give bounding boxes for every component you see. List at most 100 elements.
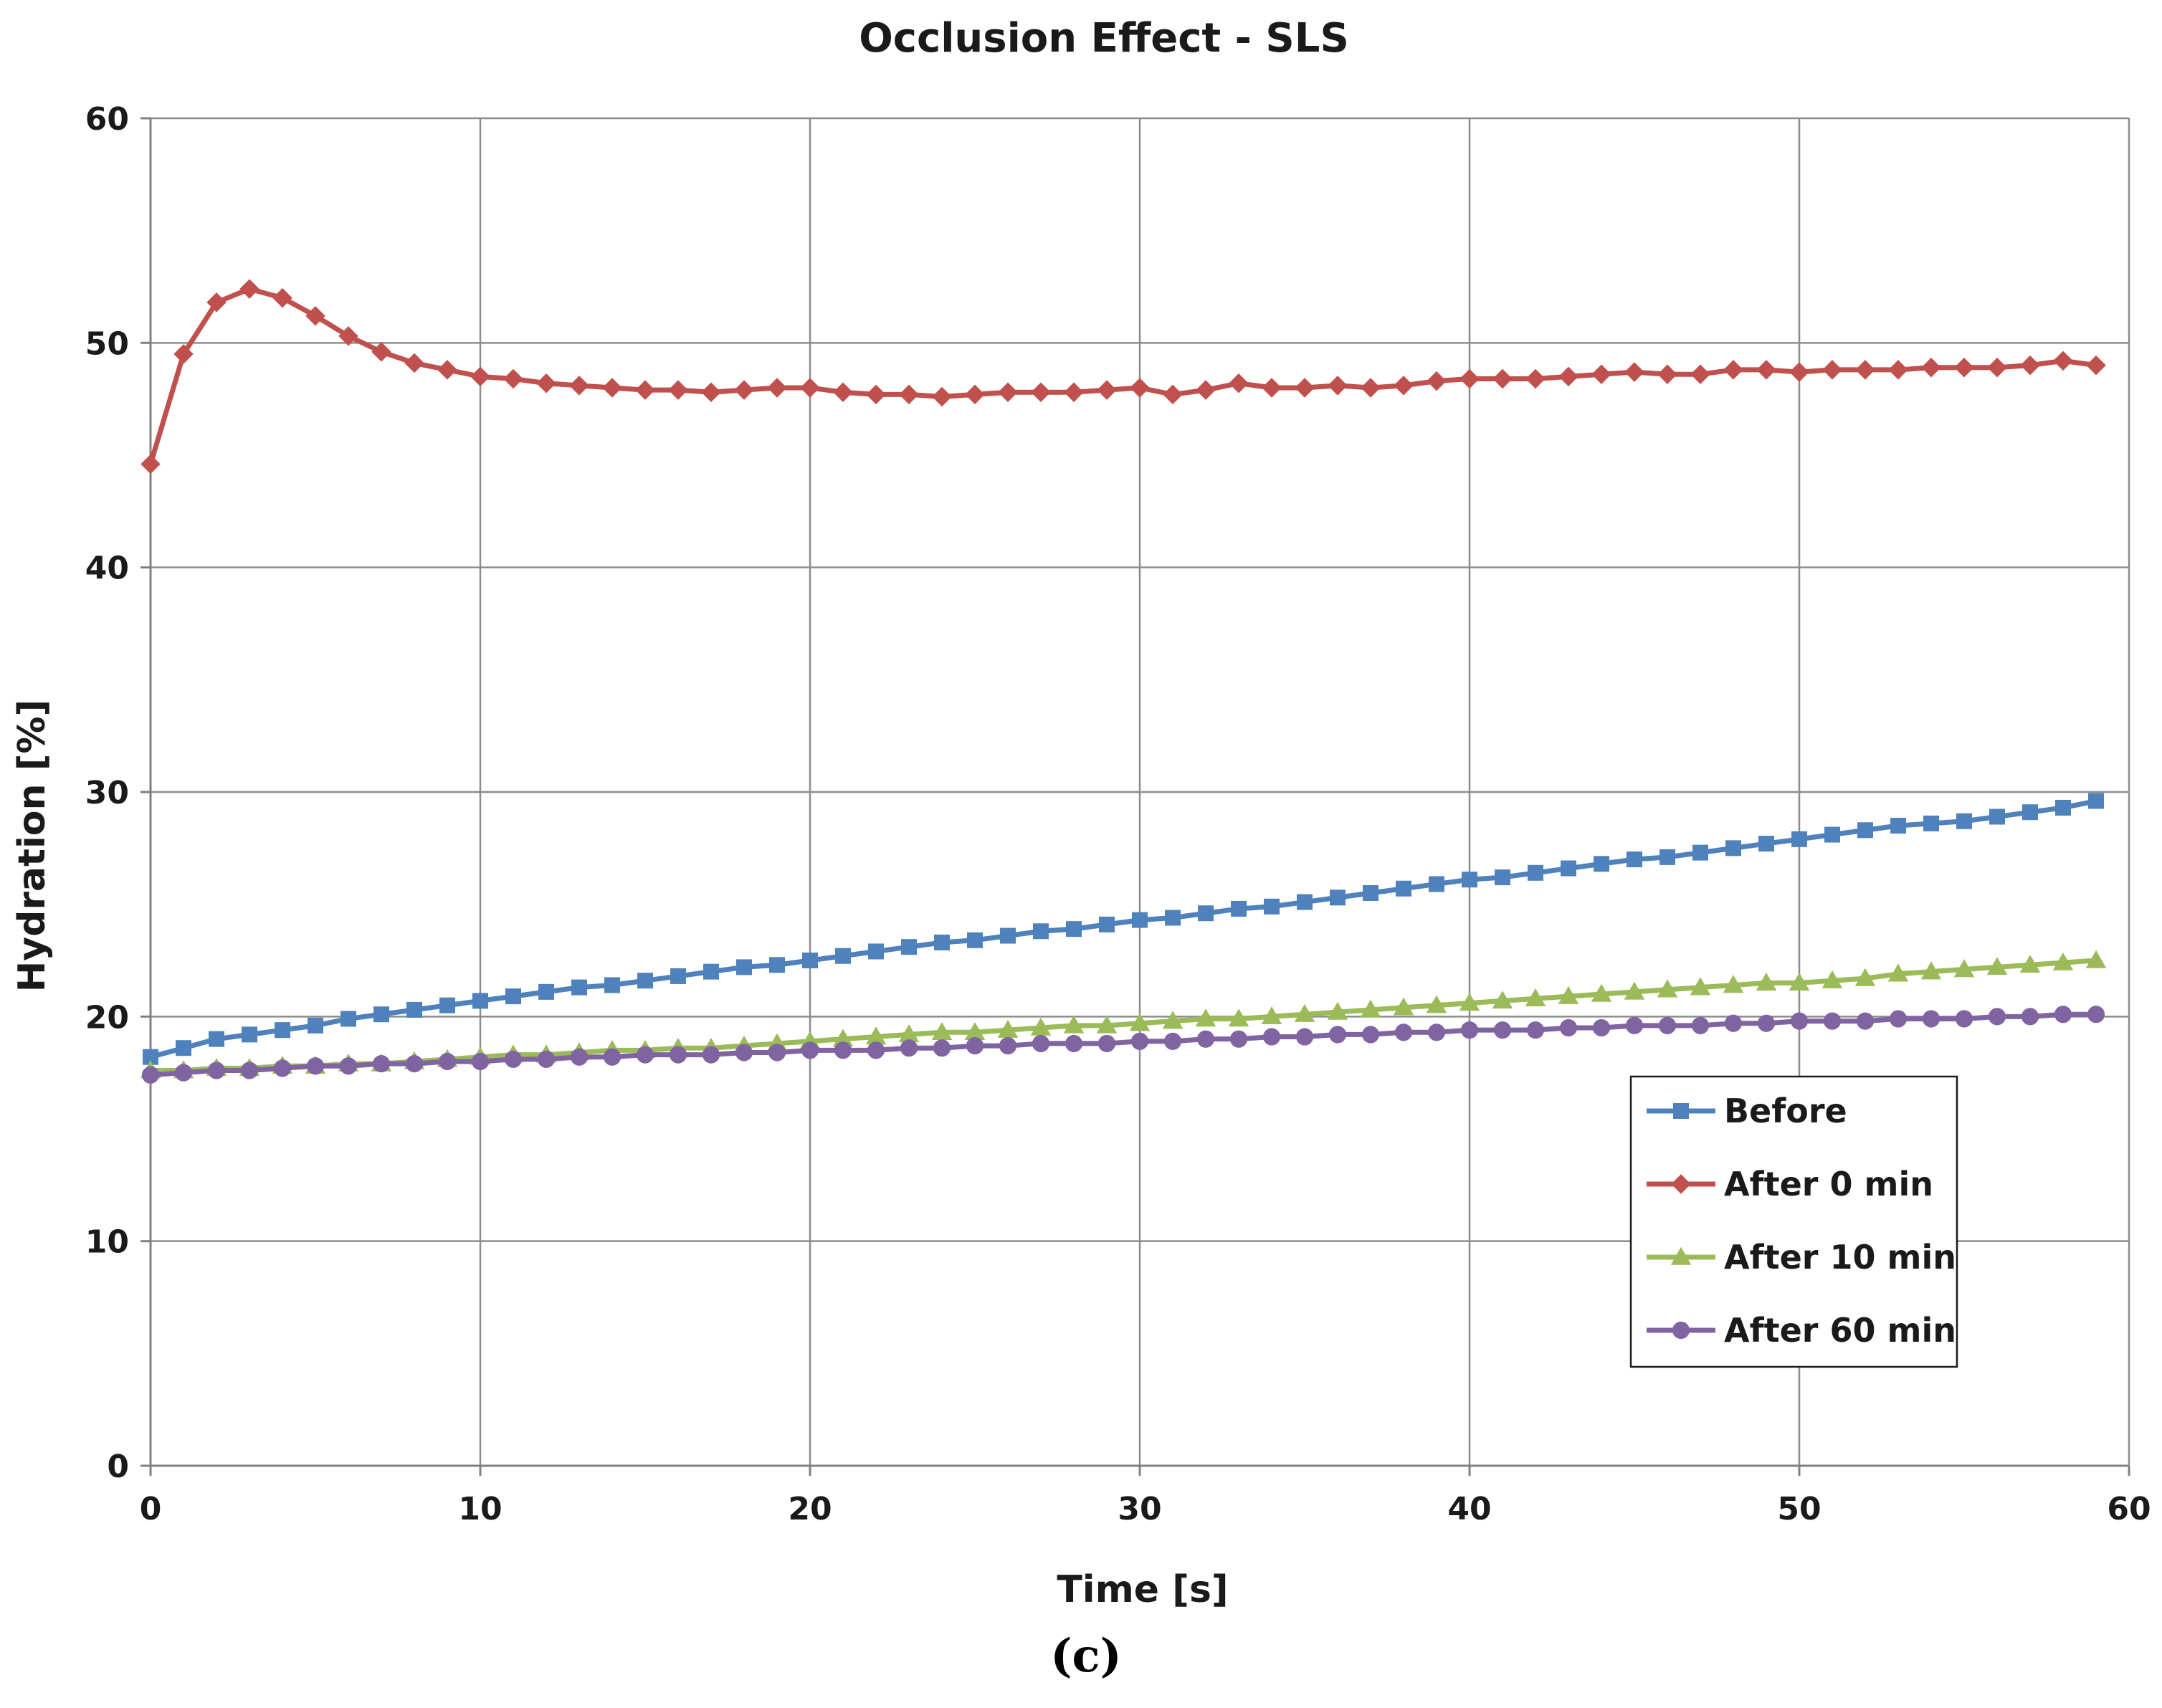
data-point-after-0-min-49	[1756, 360, 1776, 380]
data-point-before-37	[1363, 885, 1378, 901]
data-point-before-15	[637, 973, 653, 989]
data-point-before-38	[1396, 880, 1411, 897]
data-point-before-52	[1857, 822, 1873, 839]
data-point-after-0-min-13	[569, 376, 589, 396]
data-point-after-60-min-28	[1065, 1034, 1083, 1053]
data-point-after-10-min-47	[1690, 977, 1711, 996]
data-point-before-27	[1033, 923, 1049, 940]
data-point-after-10-min-45	[1624, 981, 1645, 1000]
data-point-before-57	[2022, 804, 2038, 821]
x-tick-label-0: 0	[140, 1491, 162, 1527]
data-point-after-0-min-28	[1064, 382, 1084, 403]
data-point-after-60-min-18	[735, 1044, 753, 1061]
data-point-after-10-min-38	[1393, 997, 1414, 1016]
data-point-before-19	[769, 957, 785, 973]
data-point-after-60-min-7	[372, 1055, 391, 1073]
data-point-before-2	[209, 1031, 224, 1047]
data-point-before-30	[1132, 912, 1148, 928]
data-point-after-0-min-48	[1723, 360, 1743, 380]
data-point-after-0-min-44	[1591, 364, 1611, 384]
data-point-before-48	[1725, 840, 1741, 857]
data-point-before-4	[275, 1022, 290, 1039]
data-point-after-10-min-55	[1953, 959, 1975, 978]
data-point-after-0-min-26	[998, 382, 1018, 403]
data-point-after-0-min-22	[866, 384, 886, 405]
data-point-before-29	[1099, 916, 1115, 932]
x-axis-label: Time [s]	[1057, 1568, 1228, 1611]
data-point-before-6	[341, 1011, 356, 1027]
data-point-before-45	[1627, 851, 1642, 867]
x-axis-ticks: 0 10 20 30 40 50 60	[140, 1466, 2151, 1527]
data-point-before-23	[901, 939, 917, 955]
data-point-after-10-min-25	[964, 1021, 986, 1040]
data-point-before-42	[1528, 864, 1543, 881]
data-point-before-49	[1758, 836, 1774, 852]
data-point-after-10-min-49	[1756, 973, 1777, 991]
data-point-after-60-min-40	[1460, 1021, 1479, 1039]
x-tick-label-60: 60	[2107, 1491, 2151, 1527]
y-tick-label-60: 60	[85, 101, 129, 138]
data-point-after-10-min-52	[1854, 968, 1876, 986]
data-point-after-60-min-55	[1955, 1010, 1973, 1028]
data-point-after-60-min-14	[603, 1048, 622, 1066]
data-point-after-60-min-29	[1097, 1034, 1116, 1053]
data-point-after-10-min-26	[997, 1019, 1019, 1038]
data-point-after-60-min-20	[801, 1041, 819, 1059]
data-point-after-60-min-31	[1163, 1032, 1182, 1050]
data-point-after-0-min-19	[767, 378, 787, 398]
data-point-after-60-min-51	[1823, 1012, 1842, 1030]
data-point-after-60-min-54	[1922, 1010, 1940, 1028]
data-point-after-0-min-20	[800, 378, 820, 398]
y-axis-label: Hydration [%]	[11, 700, 54, 993]
legend-item-after-0-min: After 0 min	[1647, 1165, 1933, 1203]
data-point-before-22	[868, 943, 884, 960]
data-point-after-60-min-37	[1361, 1026, 1380, 1044]
data-point-after-60-min-11	[504, 1050, 523, 1068]
data-point-after-10-min-59	[2085, 950, 2107, 968]
data-point-after-60-min-38	[1394, 1024, 1413, 1041]
data-point-after-0-min-38	[1394, 376, 1414, 396]
data-point-after-10-min-33	[1228, 1008, 1249, 1027]
data-point-after-60-min-12	[537, 1050, 556, 1068]
x-tick-label-40: 40	[1447, 1491, 1491, 1527]
data-point-after-0-min-23	[899, 384, 919, 405]
data-point-after-0-min-0	[141, 454, 161, 474]
data-point-after-10-min-21	[832, 1029, 854, 1047]
data-point-after-60-min-39	[1427, 1024, 1446, 1041]
y-tick-label-20: 20	[85, 999, 129, 1036]
data-point-after-60-min-59	[2087, 1006, 2105, 1024]
legend-box	[1629, 1075, 1958, 1368]
data-point-after-0-min-15	[635, 380, 655, 400]
data-point-before-31	[1165, 910, 1181, 926]
data-point-after-10-min-40	[1459, 993, 1480, 1011]
data-point-after-0-min-10	[470, 366, 490, 387]
data-point-after-10-min-35	[1294, 1003, 1315, 1022]
data-point-after-60-min-27	[1032, 1034, 1050, 1053]
data-point-before-8	[406, 1001, 422, 1018]
series-after-0-min	[141, 279, 2106, 474]
data-point-after-60-min-9	[438, 1052, 457, 1071]
data-point-after-60-min-15	[636, 1046, 654, 1064]
data-point-after-0-min-56	[1987, 358, 2007, 378]
data-point-before-47	[1692, 844, 1708, 861]
chart-title: Occlusion Effect - SLS	[859, 15, 1349, 62]
legend-label-after-60-min: After 60 min	[1724, 1311, 1956, 1350]
data-point-after-0-min-52	[1855, 360, 1875, 380]
data-point-after-60-min-2	[207, 1061, 226, 1079]
data-point-before-10	[472, 993, 488, 1009]
axes	[141, 118, 2129, 1476]
data-point-after-0-min-9	[437, 360, 457, 380]
data-point-before-14	[604, 977, 620, 993]
data-point-before-33	[1231, 900, 1247, 917]
data-point-after-10-min-58	[2052, 952, 2074, 970]
data-point-after-0-min-2	[206, 292, 227, 313]
series-after-60-min	[141, 1006, 2105, 1084]
data-point-after-10-min-27	[1030, 1017, 1052, 1036]
data-point-after-0-min-35	[1295, 378, 1315, 398]
data-point-after-0-min-34	[1262, 378, 1282, 398]
data-point-after-0-min-51	[1822, 360, 1842, 380]
data-point-after-0-min-36	[1328, 376, 1348, 396]
legend-item-before: Before	[1647, 1092, 1847, 1130]
data-point-after-0-min-18	[734, 380, 754, 400]
